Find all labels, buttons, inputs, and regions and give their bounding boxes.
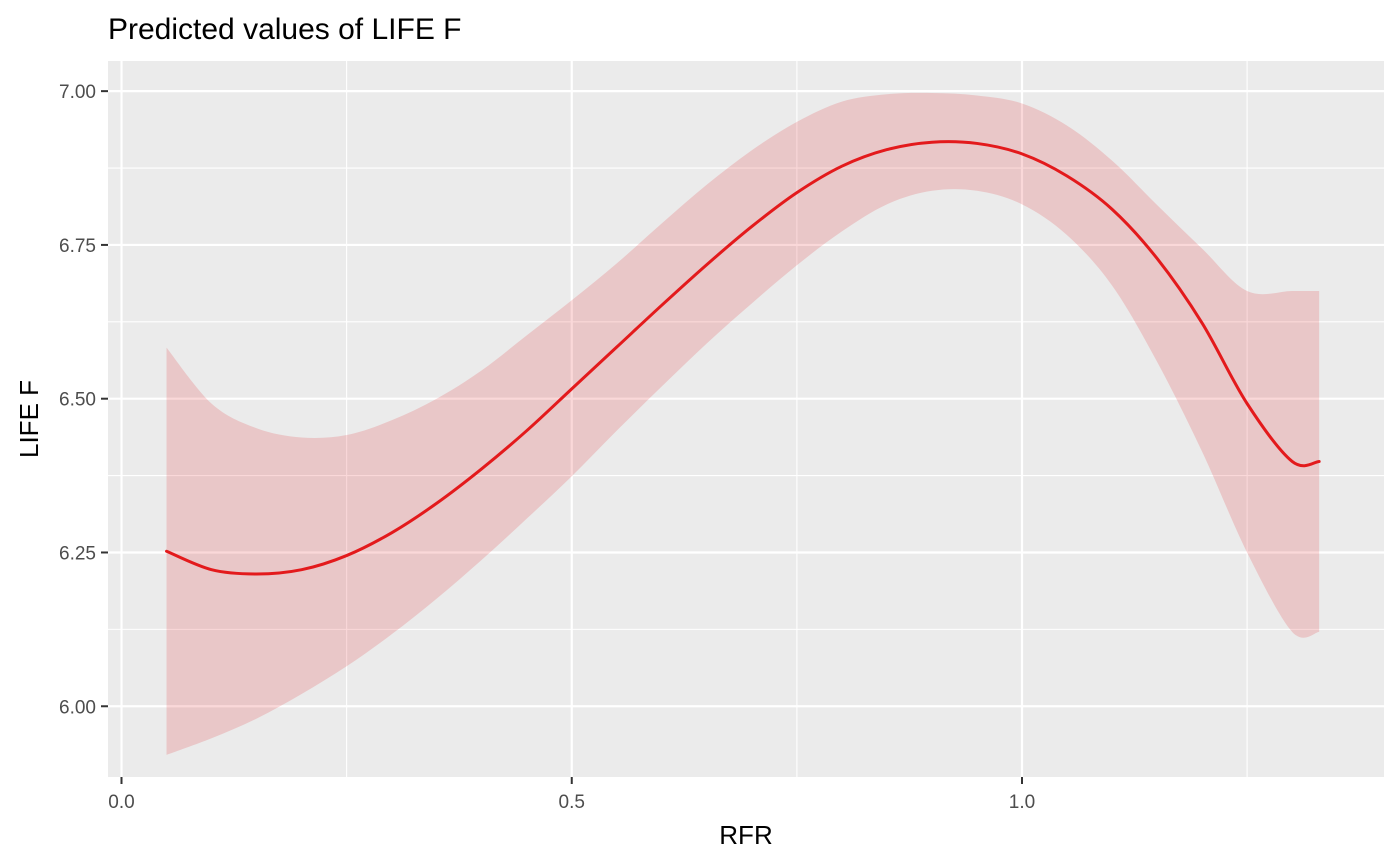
minor-gridlines <box>108 61 1384 777</box>
x-axis: 0.0 0.5 1.0 <box>108 777 1035 813</box>
y-tick-label: 6.50 <box>59 390 96 411</box>
confidence-band <box>166 92 1320 755</box>
y-tick-label: 6.75 <box>59 236 96 257</box>
prediction-line <box>165 140 1321 576</box>
x-tick-label: 0.5 <box>559 792 585 813</box>
x-tick-label: 1.0 <box>1009 792 1035 813</box>
x-axis-title: RFR <box>719 820 772 850</box>
y-axis-title: LIFE F <box>14 380 44 458</box>
y-tick-label: 7.00 <box>59 82 96 103</box>
chart-title: Predicted values of LIFE F <box>108 13 462 46</box>
y-tick-label: 6.25 <box>59 543 96 564</box>
x-tick-label: 0.0 <box>108 792 134 813</box>
y-tick-label: 6.00 <box>59 697 96 718</box>
y-axis: 6.00 6.25 6.50 6.75 7.00 <box>59 82 108 718</box>
plot-panel <box>108 61 1384 777</box>
major-gridlines <box>108 61 1384 777</box>
